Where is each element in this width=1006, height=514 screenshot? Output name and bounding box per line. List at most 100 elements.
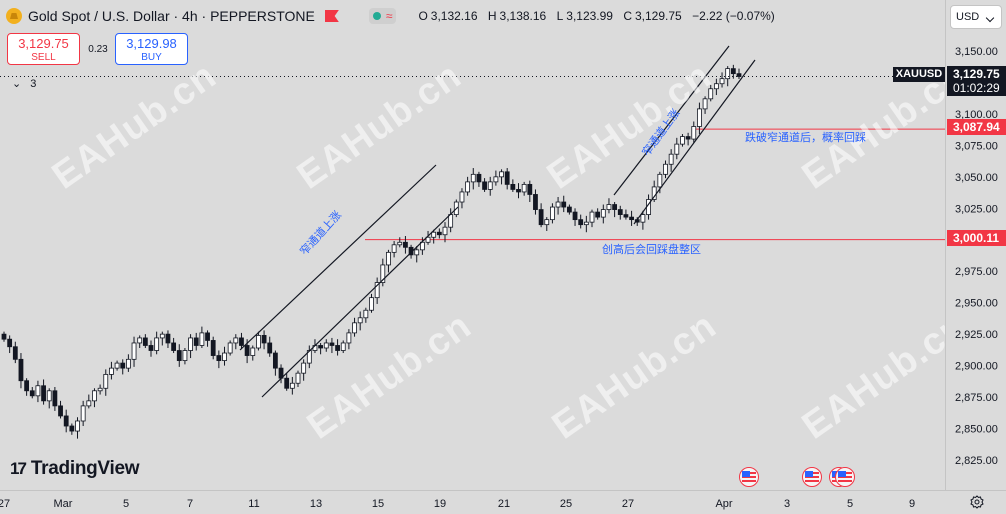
candle-up [493, 176, 499, 183]
candle [120, 359, 126, 375]
sell-button[interactable]: 3,129.75 SELL [7, 33, 80, 65]
candle-up [154, 337, 160, 351]
price-tick-label: 2,875.00 [955, 392, 998, 404]
candle [482, 178, 487, 192]
price-tick-label: 3,150.00 [955, 46, 998, 58]
price-tick-label: 2,925.00 [955, 329, 998, 341]
candle-up [499, 171, 504, 178]
candle [301, 359, 307, 381]
candle-up [188, 337, 193, 351]
candle [346, 329, 352, 350]
price-tick-label: 2,850.00 [955, 424, 998, 436]
candle [431, 229, 437, 244]
candle [538, 203, 544, 228]
candle-up [431, 231, 437, 238]
candle-down [595, 211, 601, 218]
indicators-count: 3 [30, 78, 37, 90]
candle [736, 68, 742, 80]
candle-up [289, 382, 295, 389]
ohlc-readout: O 3,132.16 H 3,138.16 L 3,123.99 C 3,129.75 … [418, 9, 775, 23]
candle [284, 373, 290, 391]
time-tick-label: 3 [784, 498, 790, 510]
candle-down [335, 345, 340, 351]
spread-value: 0.23 [88, 44, 108, 55]
currency-selector[interactable]: USD [950, 5, 1002, 29]
candle [239, 332, 244, 350]
level-tag-high[interactable]: 3,087.94 [947, 119, 1006, 135]
ohlc-high: 3,138.16 [499, 9, 547, 23]
candle-down [120, 362, 126, 369]
candle [352, 317, 357, 337]
price-tick-label: 2,975.00 [955, 266, 998, 278]
time-tick-label: 27 [0, 498, 10, 510]
candle [306, 345, 312, 369]
candle-down [244, 345, 250, 356]
candle-up [640, 214, 646, 223]
channel-trendline [261, 206, 459, 398]
level-tag-low[interactable]: 3,000.11 [947, 230, 1006, 246]
candle-down [504, 171, 510, 185]
us-event-flag-icon[interactable] [835, 467, 855, 487]
candle [595, 208, 601, 220]
tradingview-logo[interactable]: 17 TradingView [10, 458, 140, 480]
chart-canvas[interactable] [0, 0, 945, 490]
candle [487, 176, 493, 196]
candle [24, 378, 30, 396]
candle [18, 353, 24, 389]
time-axis[interactable]: 27 Mar 5 7 11 13 15 19 21 25 27 Apr 3 5 9 [0, 490, 1006, 513]
candle [521, 181, 527, 196]
candle-up [657, 173, 663, 188]
market-status-pill[interactable]: ≈ [368, 8, 397, 24]
candle-up [363, 309, 369, 319]
candle-up [606, 204, 612, 210]
buy-button[interactable]: 3,129.98 BUY [115, 33, 188, 65]
current-price: 3,129.75 [953, 67, 1000, 81]
candle [459, 188, 465, 209]
candle-up [346, 332, 352, 344]
gear-icon[interactable] [970, 495, 984, 509]
candle-up [691, 126, 697, 140]
candle [436, 228, 442, 239]
candle [680, 134, 685, 147]
candle [397, 237, 403, 248]
us-event-flag-icon[interactable] [802, 467, 822, 487]
candle-up [663, 163, 668, 175]
candle [329, 337, 335, 354]
candle-down [193, 337, 199, 346]
candle-up [182, 350, 188, 361]
candle [131, 336, 137, 367]
time-tick-label: 11 [248, 498, 259, 510]
candle [583, 215, 589, 233]
us-event-flag-icon[interactable] [739, 467, 759, 487]
candle [629, 210, 634, 226]
candle [386, 249, 391, 273]
time-tick-label: 19 [434, 498, 446, 510]
candle-down [578, 219, 584, 226]
chart-area[interactable]: EAHub.cn EAHub.cn EAHub.cn EAHub.cn EAHu… [0, 0, 974, 490]
candle-up [414, 249, 420, 256]
symbol-title[interactable]: Gold Spot / U.S. Dollar · 4h · PEPPERSTO… [28, 8, 315, 24]
time-tick-label: 9 [909, 498, 915, 510]
candle-up [159, 333, 165, 339]
candle [493, 170, 499, 186]
annotation-break-note[interactable]: 跌破窄通道后，概率回踩 [745, 132, 866, 144]
flag-icon[interactable] [324, 10, 339, 22]
candle [550, 203, 555, 224]
candle-countdown: 01:02:29 [953, 81, 1000, 95]
candle-down [516, 189, 521, 193]
candle-down [403, 241, 408, 248]
candle-up [35, 385, 41, 397]
candle-up [674, 143, 680, 155]
candle-down [261, 335, 267, 344]
candle [86, 394, 92, 409]
candle-up [459, 191, 465, 203]
price-tick-label: 3,025.00 [955, 203, 998, 215]
indicators-toggle[interactable]: ⌄ 3 [12, 77, 36, 90]
candle [295, 370, 301, 388]
time-tick-label: Mar [54, 498, 73, 510]
annotation-range-note[interactable]: 创高后会回踩盘整区 [602, 244, 701, 256]
candle [289, 376, 295, 395]
candle [606, 198, 612, 214]
candle-down [284, 377, 290, 389]
ohlc-open: 3,132.16 [430, 9, 478, 23]
